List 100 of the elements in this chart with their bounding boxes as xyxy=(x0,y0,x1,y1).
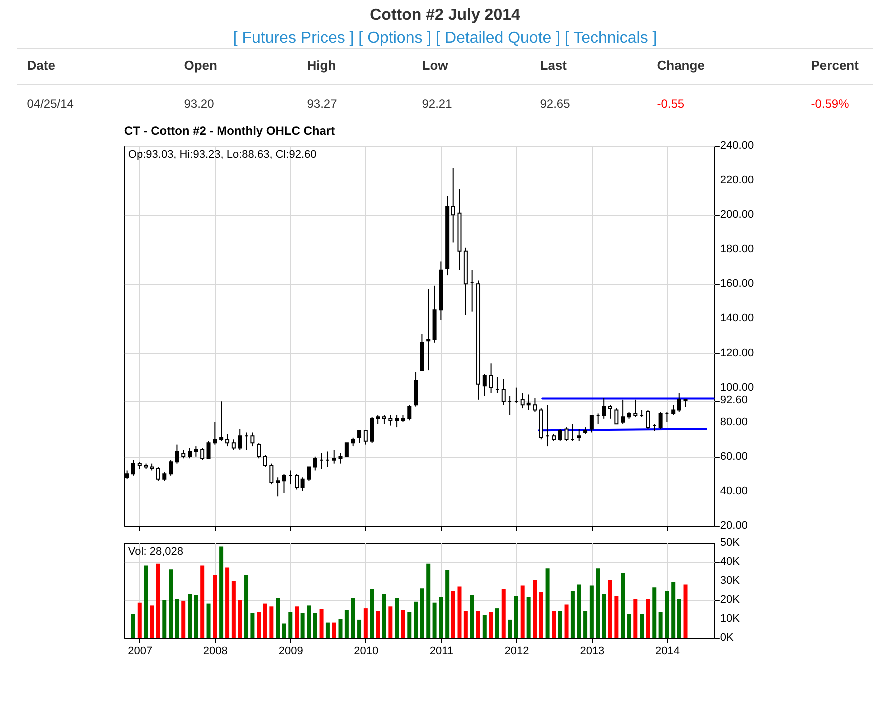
bar xyxy=(558,611,562,638)
bar xyxy=(376,611,380,638)
candlestick xyxy=(132,460,136,476)
candlestick xyxy=(395,414,400,428)
bar xyxy=(614,596,619,638)
bar xyxy=(495,608,500,638)
candlestick xyxy=(533,398,538,412)
candlestick xyxy=(300,477,305,492)
text: Low xyxy=(422,58,450,73)
bar xyxy=(270,606,274,638)
y-tick-label: 20K xyxy=(720,594,741,606)
x-tick-label: 2008 xyxy=(203,646,228,658)
candlestick xyxy=(658,412,663,430)
candlestick xyxy=(614,408,619,425)
candlestick xyxy=(276,477,280,498)
y-tick-label: 40K xyxy=(720,556,741,568)
candlestick xyxy=(364,430,368,446)
x-tick-label: 2007 xyxy=(128,646,153,658)
candlestick xyxy=(188,448,192,460)
candlestick xyxy=(564,427,569,442)
annotation: Vol: 28,028 xyxy=(128,546,184,558)
y-tick-label: 120.00 xyxy=(720,347,754,360)
bar xyxy=(388,606,393,638)
candlestick xyxy=(489,363,494,394)
bar xyxy=(182,600,186,638)
candlestick xyxy=(646,410,650,430)
bar xyxy=(326,622,330,638)
bar xyxy=(382,594,386,638)
bar xyxy=(539,592,544,638)
bar xyxy=(684,584,688,638)
candlestick xyxy=(677,392,682,412)
y-tick-label: 200.00 xyxy=(720,209,754,222)
candlestick xyxy=(577,428,582,442)
candlestick xyxy=(408,404,412,422)
bar xyxy=(169,570,174,638)
candlestick xyxy=(282,474,286,494)
candlestick xyxy=(220,401,224,442)
bar xyxy=(652,588,657,638)
bar xyxy=(194,595,198,638)
candlestick xyxy=(520,392,525,410)
text: Open xyxy=(184,58,218,73)
candlestick xyxy=(232,439,236,450)
candlestick xyxy=(621,399,626,425)
bar xyxy=(470,595,474,638)
y-tick-label: 20.00 xyxy=(720,520,748,532)
candlestick xyxy=(307,466,312,482)
bar xyxy=(451,591,456,638)
candlestick xyxy=(194,446,198,458)
candlestick xyxy=(526,394,531,411)
y-tick-label: 60.00 xyxy=(720,450,748,463)
bar xyxy=(188,594,192,638)
bar xyxy=(276,598,280,638)
bar xyxy=(627,614,632,638)
bar xyxy=(288,612,293,638)
text: 92.21 xyxy=(422,97,453,111)
candlestick xyxy=(257,442,262,460)
bar xyxy=(244,575,249,638)
y-tick-label: 30K xyxy=(720,575,741,587)
y-tick-label: 0K xyxy=(720,632,735,644)
candlestick xyxy=(482,374,487,397)
bar xyxy=(401,610,406,638)
x-tick-label: 2014 xyxy=(655,646,680,658)
x-tick-label: 2010 xyxy=(354,646,379,658)
bar xyxy=(482,615,487,638)
candlestick xyxy=(451,168,456,244)
bar xyxy=(658,612,663,638)
bar xyxy=(646,599,650,638)
bar xyxy=(232,581,236,638)
text: Cotton #2 July 2014 xyxy=(370,7,520,24)
bar xyxy=(156,564,160,638)
bar xyxy=(364,608,368,638)
bar xyxy=(564,604,569,638)
annotation: Op:93.03, Hi:93.23, Lo:88.63, Cl:92.60 xyxy=(128,149,317,161)
bar xyxy=(665,591,670,638)
bar xyxy=(458,586,462,638)
candlestick xyxy=(602,398,606,420)
candlestick xyxy=(169,460,174,476)
candlestick xyxy=(263,454,268,468)
bar xyxy=(420,588,424,638)
candlestick xyxy=(358,430,362,444)
y-tick-label: 50K xyxy=(720,537,741,549)
y-tick-label: 40.00 xyxy=(720,485,748,498)
bar xyxy=(476,611,481,638)
bar xyxy=(464,611,468,638)
candlestick xyxy=(608,404,612,420)
text: Last xyxy=(540,58,568,73)
text: 04/25/14 xyxy=(27,97,74,111)
bar xyxy=(250,613,255,638)
candlestick xyxy=(338,452,343,464)
candlestick xyxy=(250,432,255,448)
candlestick xyxy=(156,466,160,482)
bar xyxy=(150,606,154,638)
bar xyxy=(446,570,450,638)
bar xyxy=(514,596,518,638)
bar xyxy=(677,599,682,638)
candlestick xyxy=(388,414,393,426)
bar xyxy=(220,546,224,638)
candlestick xyxy=(200,448,205,461)
bar xyxy=(351,598,356,638)
bar xyxy=(307,606,312,638)
